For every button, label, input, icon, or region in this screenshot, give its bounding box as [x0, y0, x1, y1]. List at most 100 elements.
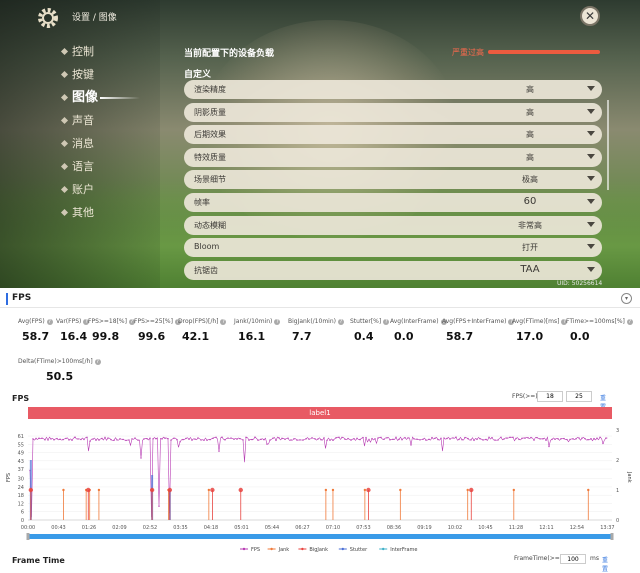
fps-point: [464, 436, 466, 439]
bigjank-point: [149, 487, 155, 493]
fps-point: [377, 437, 379, 439]
fps-point: [371, 437, 373, 440]
close-button[interactable]: ✕: [580, 6, 600, 26]
nav-item-6[interactable]: 账户: [60, 178, 98, 201]
dropdown-arrow-icon[interactable]: [587, 221, 595, 227]
help-icon[interactable]: ?: [337, 318, 344, 325]
setting-value: TAA: [520, 263, 540, 275]
fps-point: [380, 436, 382, 439]
settings-nav: 控制 按键 图像 声音 消息 语言 账户 其他: [60, 40, 140, 224]
settings-scrollbar[interactable]: [607, 100, 609, 190]
fps-point: [359, 438, 361, 441]
legend-item-bigjank[interactable]: BigJank: [298, 547, 328, 553]
dropdown-arrow-icon[interactable]: [587, 86, 595, 91]
setting-row-7[interactable]: Bloom 打开: [184, 238, 602, 258]
dropdown-arrow-icon[interactable]: [587, 198, 595, 204]
help-icon[interactable]: ?: [508, 318, 515, 325]
setting-label: Bloom: [194, 242, 220, 252]
dropdown-arrow-icon[interactable]: [587, 153, 595, 159]
stat-value: 58.7: [446, 330, 474, 343]
dropdown-arrow-icon[interactable]: [587, 108, 595, 114]
fps-point: [470, 439, 472, 441]
dropdown-arrow-icon[interactable]: [587, 176, 595, 182]
jank-point: [97, 488, 101, 492]
nav-item-3[interactable]: 声音: [60, 109, 98, 132]
nav-item-4[interactable]: 消息: [60, 132, 98, 155]
setting-row-0[interactable]: 渲染精度 高: [184, 80, 602, 99]
bigjank-point: [366, 487, 371, 493]
setting-value: 高: [526, 152, 534, 162]
dropdown-arrow-icon[interactable]: [587, 131, 595, 137]
fps-point: [242, 439, 244, 441]
fps-point: [251, 438, 253, 441]
fps-point: [419, 439, 421, 441]
setting-label: 抗锯齿: [194, 265, 218, 275]
device-load-bar: [488, 50, 600, 54]
nav-diamond-icon: [60, 162, 69, 171]
fps-point: [407, 437, 409, 439]
fps-point: [143, 438, 145, 440]
help-icon[interactable]: ?: [94, 358, 101, 365]
frame-time-filter-label: FrameTime(>=): [514, 555, 563, 562]
fps-point: [578, 437, 580, 439]
zoom-handle-right[interactable]: [610, 533, 614, 540]
fps-point: [182, 438, 184, 441]
bigjank-point: [86, 487, 91, 493]
fps-point: [362, 436, 364, 439]
setting-row-8[interactable]: 抗锯齿 TAA: [184, 260, 602, 280]
legend-item-fps[interactable]: FPS: [240, 547, 260, 553]
zoom-handle-left[interactable]: [26, 533, 30, 540]
fps-point: [83, 438, 85, 441]
nav-item-5[interactable]: 语言: [60, 155, 98, 178]
fps-point: [248, 439, 250, 441]
fps-point: [287, 437, 289, 439]
frame-time-threshold-input[interactable]: [560, 554, 586, 564]
fps-point: [455, 436, 457, 438]
nav-item-7[interactable]: 其他: [60, 201, 98, 224]
setting-row-3[interactable]: 特效质量 高: [184, 147, 602, 167]
setting-row-5[interactable]: 帧率 60: [184, 192, 602, 212]
help-icon[interactable]: ?: [128, 318, 135, 325]
fps-section-header: FPS ▾: [0, 290, 640, 308]
legend-item-interframe[interactable]: InterFrame: [379, 547, 418, 553]
help-icon[interactable]: ?: [274, 318, 281, 325]
nav-item-1[interactable]: 按键: [60, 63, 98, 86]
preset-section-title: 自定义: [184, 70, 212, 80]
help-icon[interactable]: ?: [440, 318, 447, 325]
zoom-range-bar[interactable]: [28, 534, 612, 539]
fps-threshold-input-1[interactable]: [537, 391, 563, 402]
legend-item-jank[interactable]: Jank: [267, 547, 290, 553]
help-icon[interactable]: ?: [83, 318, 90, 325]
y-tick-label: 43: [18, 459, 24, 465]
help-icon[interactable]: ?: [383, 318, 390, 325]
fps-point: [521, 437, 523, 439]
fps-threshold-input-2[interactable]: [566, 391, 592, 402]
y2-tick-label: 1: [616, 488, 619, 494]
legend-label: FPS: [251, 547, 260, 553]
setting-row-1[interactable]: 阴影质量 高: [184, 102, 602, 122]
fps-point: [518, 438, 520, 441]
fps-point: [131, 438, 133, 440]
help-icon[interactable]: ?: [220, 318, 227, 325]
dropdown-arrow-icon[interactable]: [587, 266, 595, 272]
help-icon[interactable]: ?: [626, 318, 633, 325]
fps-point: [305, 438, 307, 440]
help-icon[interactable]: ?: [46, 318, 53, 325]
gear-icon: [38, 8, 58, 28]
nav-item-2[interactable]: 图像: [60, 86, 140, 109]
bigjank-point: [28, 487, 34, 493]
nav-item-0[interactable]: 控制: [60, 40, 98, 63]
fps-point: [320, 439, 322, 441]
fps-point: [116, 439, 118, 441]
setting-row-2[interactable]: 后期效果 高: [184, 125, 602, 145]
dropdown-arrow-icon[interactable]: [587, 244, 595, 250]
collapse-chevron-icon[interactable]: ▾: [621, 293, 632, 304]
setting-label: 动态模糊: [194, 220, 226, 230]
setting-row-4[interactable]: 场景细节 极高: [184, 170, 602, 190]
setting-row-6[interactable]: 动态模糊 非常高: [184, 215, 602, 235]
fps-point: [410, 444, 412, 446]
help-icon[interactable]: ?: [174, 318, 181, 325]
help-icon[interactable]: ?: [561, 318, 568, 325]
legend-item-stutter[interactable]: Stutter: [338, 547, 368, 553]
frame-time-reset-link[interactable]: 重置: [602, 557, 609, 573]
